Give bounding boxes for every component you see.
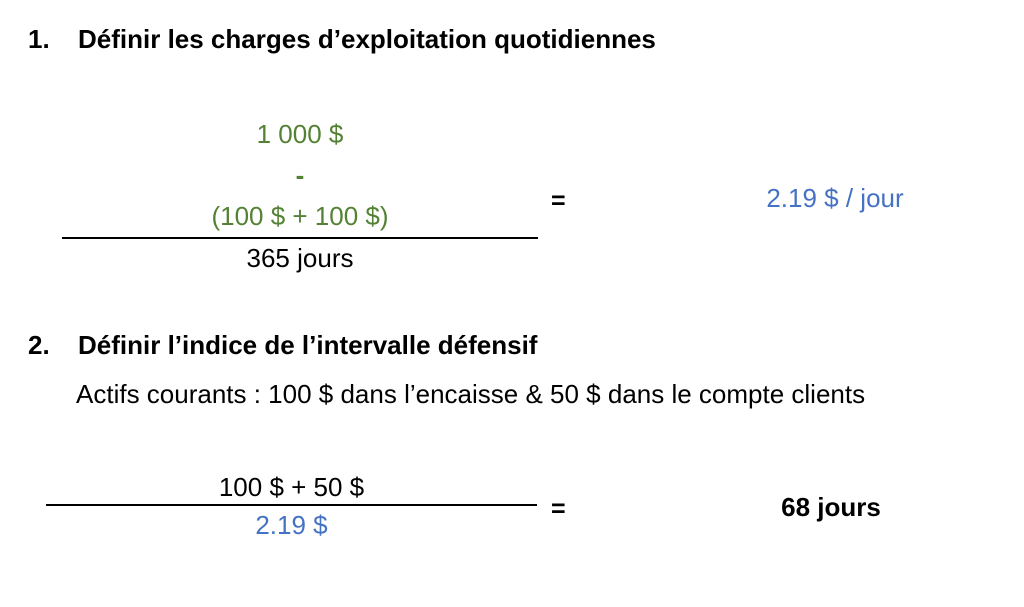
fraction2-bar [46,504,537,506]
fraction2-denominator: 2.19 $ [255,510,328,540]
fraction1-numerator-line1: 1 000 $ [256,119,344,149]
section2-fraction: 100 $ + 50 $ 2.19 $ [46,470,537,542]
section1-title: Définir les charges d’exploitation quoti… [78,24,656,54]
section1-equals-sign: = [551,187,566,215]
fraction2-numerator: 100 $ + 50 $ [218,472,365,502]
section1-list-number: 1. [28,24,50,54]
fraction1-bar [62,237,538,239]
fraction1-minus-sign: - [295,160,305,190]
section2-result: 68 jours [781,492,881,522]
section2-subtitle: Actifs courants : 100 $ dans l’encaisse … [76,379,866,409]
section2-title: Définir l’indice de l’intervalle défensi… [78,330,538,360]
section1-result: 2.19 $ / jour [766,183,904,213]
section2-list-number: 2. [28,330,50,360]
fraction1-numerator: 1 000 $ - (100 $ + 100 $) [62,114,538,237]
section2-equals-sign: = [551,495,566,523]
section1-heading: 1. Définir les charges d’exploitation qu… [28,24,656,54]
fraction1-denominator: 365 jours [246,243,354,273]
fraction1-numerator-line3: (100 $ + 100 $) [211,201,389,231]
section2-heading: 2. Définir l’indice de l’intervalle défe… [28,330,537,360]
section1-fraction: 1 000 $ - (100 $ + 100 $) 365 jours [62,114,538,275]
